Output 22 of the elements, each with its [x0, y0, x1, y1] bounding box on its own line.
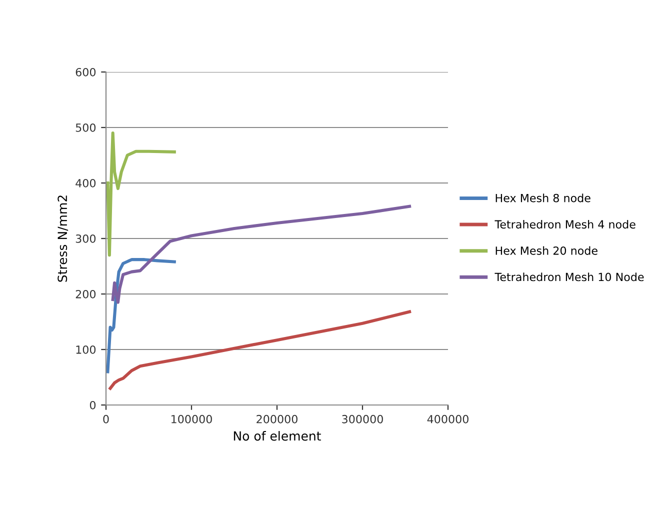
legend-label: Tetrahedron Mesh 10 Node: [494, 272, 644, 282]
x-tick-label: 0: [103, 414, 109, 424]
line-series: [111, 204, 412, 304]
y-tick-label: 200: [76, 290, 96, 298]
x-tick-label: 400000: [427, 414, 468, 424]
y-tick-label: 500: [76, 123, 96, 132]
line-series: [106, 132, 176, 257]
line-series: [106, 258, 176, 374]
legend-label: Hex Mesh 8 node: [496, 194, 590, 202]
x-axis-title: No of element: [234, 431, 321, 441]
line-series: [108, 310, 412, 390]
x-tick-label: 300000: [342, 414, 383, 424]
legend-label: Tetrahedron Mesh 4 node: [494, 220, 636, 229]
y-tick-label: 0: [90, 400, 96, 410]
y-tick-label: 300: [76, 234, 96, 243]
x-tick-label: 200000: [256, 414, 298, 424]
x-tick-label: 100000: [172, 414, 212, 424]
y-tick-label: 100: [76, 345, 96, 354]
y-tick-label: 600: [76, 68, 96, 76]
y-axis-title: Stress N/mm2: [58, 196, 68, 282]
legend-label: Hex Mesh 20 node: [496, 246, 598, 255]
y-tick-label: 400: [76, 178, 96, 188]
